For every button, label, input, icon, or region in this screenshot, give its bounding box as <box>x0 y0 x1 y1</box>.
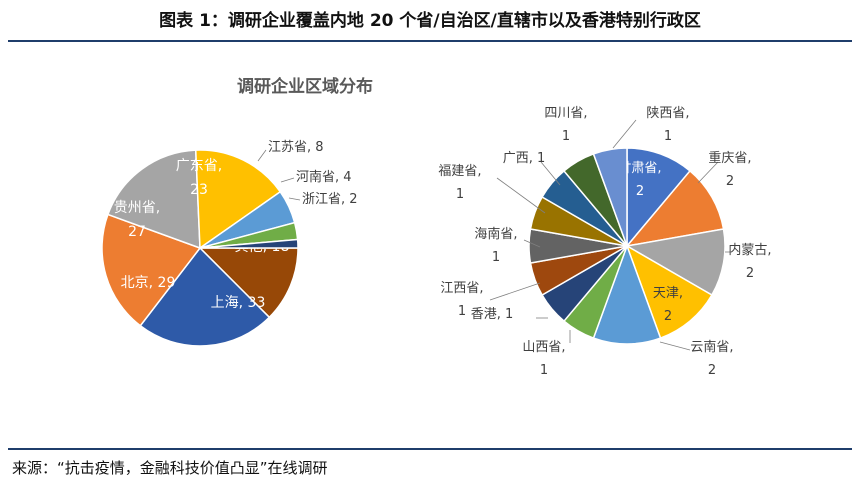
top-rule <box>8 40 852 42</box>
pie-slice-1-2 <box>624 228 726 297</box>
pie-slice-0-3 <box>106 149 201 250</box>
pie-slice-1-4 <box>592 243 662 345</box>
slice-label-0-1: 上海, 33 <box>211 295 266 311</box>
leader-line-0-6 <box>280 177 295 183</box>
slice-label-0-4: 广东省, 23 <box>176 158 222 198</box>
slice-label-1-0: 甘肃省, 2 <box>618 161 661 199</box>
slice-label-1-7: 江西省, 1 <box>440 281 483 319</box>
leader-line-1-7 <box>489 282 541 301</box>
leader-line-1-10 <box>540 161 561 186</box>
slice-label-1-2: 内蒙古, 2 <box>728 242 771 281</box>
pie-slice-1-12 <box>592 147 628 247</box>
pie-slice-1-3 <box>625 244 713 340</box>
slice-label-0-7: 浙江省, 2 <box>302 192 358 207</box>
slice-label-1-6: 香港, 1 <box>471 307 514 322</box>
slice-label-1-9: 福建省, 1 <box>438 164 481 202</box>
pie-slice-0-2 <box>101 213 202 327</box>
leader-line-0-5 <box>257 149 267 162</box>
slice-label-0-3: 贵州省, 27 <box>114 200 160 240</box>
leader-line-1-1 <box>697 161 719 184</box>
slice-label-1-11: 四川省, 1 <box>544 106 587 144</box>
slice-label-1-4: 云南省, 2 <box>690 339 733 378</box>
pie-slice-0-4 <box>194 149 282 250</box>
slice-label-1-10: 广西, 1 <box>503 151 546 166</box>
pie-chart-title: 调研企业区域分布 <box>237 76 373 97</box>
slice-label-1-8: 海南省, 1 <box>474 226 517 265</box>
figure-title: 图表 1：调研企业覆盖内地 20 个省/自治区/直辖市以及香港特别行政区 <box>159 11 701 31</box>
leader-line-1-9 <box>496 177 546 214</box>
slice-label-1-12: 陕西省, 1 <box>646 106 689 144</box>
slice-label-0-5: 江苏省, 8 <box>268 139 324 155</box>
slice-label-1-5: 山西省, 1 <box>522 340 565 378</box>
leader-line-1-4 <box>659 341 691 351</box>
leader-line-0-7 <box>288 197 301 201</box>
pie-slice-0-0 <box>198 247 299 319</box>
leader-line-1-8 <box>523 239 541 248</box>
pie-slice-1-0 <box>626 147 692 249</box>
leader-line-1-12 <box>612 119 637 149</box>
bottom-rule <box>8 448 852 450</box>
slice-label-1-3: 天津, 2 <box>653 286 683 324</box>
pie-slice-1-1 <box>625 169 725 248</box>
pie-slice-0-1 <box>139 246 271 347</box>
slice-label-0-2: 北京, 29 <box>121 275 176 291</box>
slice-label-1-1: 重庆省, 2 <box>708 150 751 189</box>
pie-slice-0-7 <box>199 238 299 249</box>
source-note: 来源：“抗击疫情，金融科技价值凸显”在线调研 <box>12 459 328 477</box>
slice-label-0-6: 河南省, 4 <box>296 169 352 185</box>
